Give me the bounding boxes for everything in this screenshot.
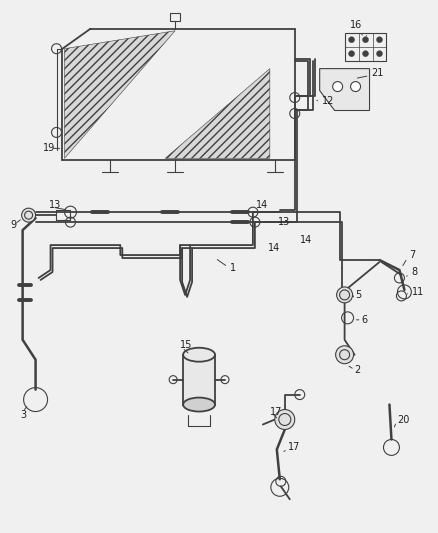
Text: 1: 1 (230, 263, 236, 273)
Circle shape (336, 346, 353, 364)
Text: 3: 3 (21, 409, 27, 419)
Text: 9: 9 (11, 220, 17, 230)
Text: 13: 13 (49, 200, 61, 210)
Circle shape (363, 51, 368, 56)
Text: 13: 13 (278, 217, 290, 227)
Text: 14: 14 (268, 243, 280, 253)
Bar (183, 355, 215, 405)
Text: 12: 12 (321, 95, 334, 106)
Text: 11: 11 (413, 287, 424, 297)
Circle shape (350, 82, 360, 92)
Circle shape (349, 51, 355, 56)
Ellipse shape (183, 348, 215, 362)
Circle shape (332, 82, 343, 92)
Text: 8: 8 (411, 267, 417, 277)
Text: 21: 21 (371, 68, 384, 78)
Text: 5: 5 (356, 290, 362, 300)
Text: 14: 14 (256, 200, 268, 210)
Text: 14: 14 (300, 235, 312, 245)
Polygon shape (165, 69, 270, 158)
Ellipse shape (183, 398, 215, 411)
Text: 16: 16 (350, 20, 362, 30)
Text: 20: 20 (397, 415, 410, 424)
Circle shape (377, 37, 382, 43)
Text: 15: 15 (180, 340, 192, 350)
Text: 17: 17 (270, 407, 282, 416)
Text: 19: 19 (42, 143, 55, 154)
Text: 17: 17 (288, 442, 300, 453)
Text: 6: 6 (361, 315, 367, 325)
Polygon shape (320, 69, 370, 110)
Bar (345, 33, 386, 61)
Bar (170, 13, 180, 21)
Circle shape (349, 37, 355, 43)
Circle shape (377, 51, 382, 56)
Text: 7: 7 (410, 250, 416, 260)
Polygon shape (64, 31, 175, 158)
Circle shape (275, 409, 295, 430)
Circle shape (21, 208, 35, 222)
Text: 2: 2 (355, 365, 361, 375)
Circle shape (337, 287, 353, 303)
Circle shape (363, 37, 368, 43)
